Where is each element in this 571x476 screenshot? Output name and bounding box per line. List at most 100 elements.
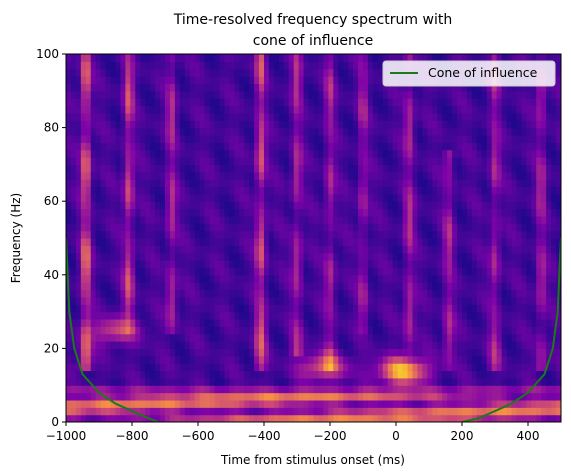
heatmap-cell (70, 370, 77, 379)
heatmap-cell (447, 252, 453, 261)
heatmap-cell (105, 105, 112, 114)
heatmap-cell (239, 304, 245, 313)
heatmap-cell (224, 260, 230, 269)
heatmap-cell (437, 245, 443, 254)
heatmap-cell (377, 208, 384, 217)
heatmap-cell (95, 377, 102, 386)
heatmap-cell (288, 54, 295, 62)
heatmap-cell (160, 399, 166, 408)
heatmap-cell (422, 112, 428, 121)
heatmap-cell (155, 54, 161, 62)
heatmap-cell (442, 238, 448, 246)
heatmap-cell (184, 134, 191, 143)
heatmap-cell (120, 61, 126, 70)
heatmap-cell (541, 407, 547, 416)
heatmap-cell (318, 274, 324, 283)
heatmap-cell (308, 61, 315, 70)
heatmap-cell (486, 98, 493, 107)
heatmap-cell (204, 318, 211, 327)
heatmap-cell (298, 215, 305, 224)
heatmap-cell (204, 223, 211, 232)
heatmap-cell (511, 333, 518, 342)
heatmap-cell (179, 318, 186, 327)
heatmap-cell (546, 223, 552, 232)
heatmap-cell (303, 399, 310, 408)
heatmap-cell (189, 98, 196, 107)
heatmap-cell (367, 112, 374, 121)
heatmap-cell (105, 377, 112, 386)
heatmap-cell (318, 149, 324, 158)
heatmap-cell (273, 76, 280, 85)
heatmap-cell (506, 171, 513, 180)
heatmap-cell (268, 260, 275, 269)
heatmap-cell (541, 201, 547, 210)
heatmap-cell (110, 377, 117, 386)
heatmap-cell (259, 164, 265, 173)
heatmap-cell (254, 215, 260, 224)
heatmap-cell (244, 171, 250, 180)
heatmap-cell (402, 54, 409, 62)
heatmap-cell (283, 370, 290, 379)
heatmap-cell (437, 171, 443, 180)
heatmap-cell (397, 134, 404, 143)
heatmap-cell (348, 289, 354, 298)
heatmap-cell (516, 318, 522, 327)
heatmap-cell (452, 267, 458, 276)
heatmap-cell (476, 296, 483, 305)
heatmap-cell (125, 98, 131, 107)
heatmap-cell (249, 355, 255, 364)
heatmap-cell (80, 377, 87, 386)
heatmap-cell (491, 98, 498, 107)
heatmap-cell (541, 318, 547, 327)
heatmap-cell (407, 348, 414, 357)
heatmap-cell (402, 370, 409, 379)
heatmap-cell (239, 311, 245, 320)
heatmap-cell (95, 112, 102, 121)
heatmap-cell (526, 179, 532, 188)
heatmap-cell (224, 134, 230, 143)
heatmap-cell (323, 282, 329, 291)
heatmap-cell (323, 127, 329, 136)
heatmap-cell (268, 215, 275, 224)
heatmap-cell (491, 127, 498, 136)
heatmap-cell (387, 208, 394, 217)
heatmap-cell (328, 377, 334, 386)
heatmap-cell (447, 230, 453, 239)
heatmap-cell (387, 282, 394, 291)
heatmap-cell (105, 318, 112, 327)
heatmap-cell (457, 83, 463, 92)
heatmap-cell (318, 348, 324, 357)
heatmap-cell (254, 238, 260, 246)
heatmap-cell (209, 245, 216, 254)
heatmap-cell (447, 370, 453, 379)
heatmap-cell (160, 348, 166, 357)
heatmap-cell (130, 267, 136, 276)
heatmap-cell (179, 157, 186, 165)
heatmap-cell (264, 341, 270, 349)
heatmap-cell (402, 392, 409, 401)
heatmap-cell (367, 377, 374, 386)
heatmap-cell (437, 296, 443, 305)
heatmap-cell (481, 134, 488, 143)
heatmap-cell (293, 363, 300, 372)
heatmap-cell (95, 370, 102, 379)
heatmap-cell (353, 54, 359, 62)
heatmap-cell (313, 238, 320, 246)
heatmap-cell (140, 68, 146, 77)
heatmap-cell (501, 90, 508, 99)
heatmap-cell (462, 363, 468, 372)
heatmap-cell (288, 289, 295, 298)
heatmap-cell (432, 142, 438, 151)
heatmap-cell (259, 171, 265, 180)
heatmap-cell (318, 341, 324, 349)
heatmap-cell (313, 370, 320, 379)
heatmap-cell (313, 274, 320, 283)
heatmap-cell (145, 392, 151, 401)
heatmap-cell (273, 127, 280, 136)
heatmap-cell (402, 171, 409, 180)
heatmap-cell (397, 105, 404, 114)
heatmap-cell (437, 230, 443, 239)
heatmap-cell (219, 348, 225, 357)
heatmap-cell (432, 318, 438, 327)
heatmap-cell (358, 289, 364, 298)
